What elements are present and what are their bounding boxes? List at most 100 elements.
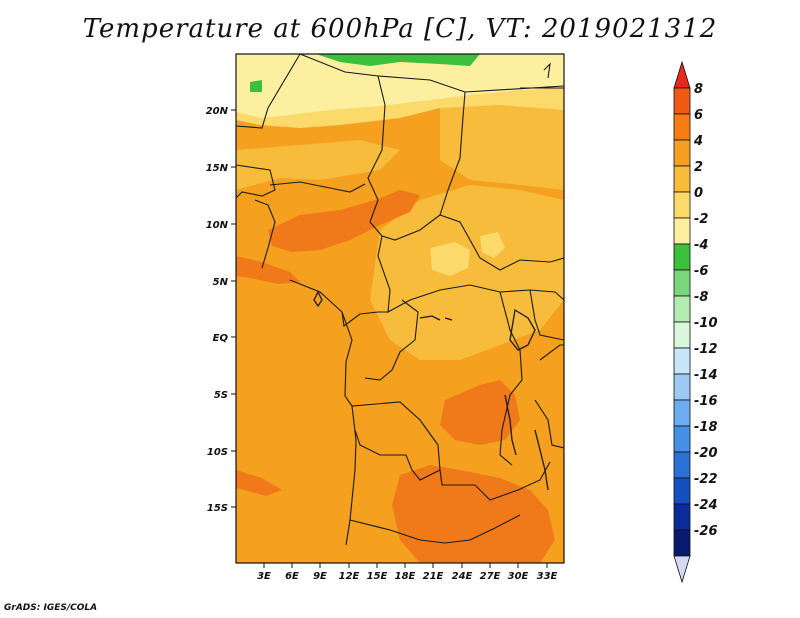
field-0-to-2-north	[236, 140, 400, 190]
lat-tick-label: 10S	[207, 447, 228, 458]
colorbar-top-triangle	[673, 60, 691, 89]
colorbar-swatch	[673, 529, 691, 557]
lake-ripple-b	[444, 317, 453, 321]
border-line-d	[254, 199, 276, 269]
lon-tick-label: 33E	[537, 571, 558, 582]
map-title: Temperature at 600hPa [C], VT: 201902131…	[82, 14, 718, 44]
lon-axis: 3E 6E 9E 12E 15E 18E 21E 24E 27E 30E 33E	[257, 563, 558, 582]
colorbar-swatch	[673, 503, 691, 531]
colorbar-label: 6	[694, 108, 703, 123]
field-4-to-6-west	[236, 470, 282, 496]
lat-axis: 20N 15N 10N 5N EQ 5S 10S 15S	[206, 106, 236, 514]
field-0-to-2-central	[370, 185, 564, 360]
colorbar-label: 8	[694, 82, 703, 97]
border-line-r	[534, 399, 564, 449]
colorbar-label: -12	[694, 342, 718, 357]
colorbar-swatch	[673, 399, 691, 427]
colorbar-label: -24	[694, 498, 718, 513]
lakes	[313, 290, 549, 491]
map-frame	[235, 53, 565, 564]
lon-tick-label: 27E	[480, 571, 501, 582]
colorbar-label: -16	[694, 394, 718, 409]
colorbar-swatch	[673, 217, 691, 245]
border-line-q	[539, 344, 564, 361]
lake-tanganyika	[504, 394, 517, 456]
lon-tick-label: 12E	[339, 571, 360, 582]
lon-tick-label: 15E	[367, 571, 388, 582]
grads-credit: GrADS: IGES/COLA	[4, 603, 98, 613]
colorbar-bottom-triangle	[673, 555, 691, 584]
border-line-b	[236, 164, 276, 199]
lake-victoria	[509, 308, 536, 351]
colorbar-label: -20	[694, 446, 718, 461]
colorbar-swatch	[673, 87, 691, 115]
lake-ripple-a	[419, 315, 441, 321]
colorbar: 8 6 4 2 0 -2 -4 -6 -8 -10 -12 -14 -16 -18 -20 -22 -24 -26	[673, 60, 718, 584]
field-4-to-6-lakes	[440, 380, 520, 445]
lat-tick-label: 10N	[206, 220, 229, 231]
lat-tick-label: 15S	[207, 503, 228, 514]
border-line-m	[439, 461, 551, 501]
border-line-e	[377, 75, 466, 241]
colorbar-swatch	[673, 477, 691, 505]
border-line-j	[341, 311, 441, 481]
field-4-to-6-south	[392, 465, 555, 563]
border-line-g	[439, 214, 564, 271]
colorbar-swatch	[673, 373, 691, 401]
border-line-h	[236, 54, 301, 129]
colorbar-swatch	[673, 295, 691, 323]
field-neg6-to-neg4-b	[250, 80, 262, 92]
lat-tick-label: 15N	[206, 163, 229, 174]
colorbar-label: 0	[694, 186, 703, 201]
colorbar-swatch	[673, 139, 691, 167]
colorbar-swatch	[673, 321, 691, 349]
border-line-o	[529, 289, 564, 341]
border-line-l	[349, 514, 521, 544]
lat-tick-label: 5S	[214, 390, 228, 401]
lat-tick-label: 5N	[213, 277, 229, 288]
colorbar-label: -26	[694, 524, 718, 539]
border-line-p	[364, 299, 419, 381]
colorbar-label: 4	[693, 134, 703, 149]
field-neg4-to-neg2	[236, 54, 564, 118]
colorbar-swatch	[673, 113, 691, 141]
lon-tick-label: 21E	[423, 571, 444, 582]
border-line-c	[269, 181, 366, 193]
colorbar-swatch	[673, 425, 691, 453]
border-line-i	[289, 279, 388, 327]
border-line-k	[345, 405, 357, 546]
border-line-f	[464, 85, 564, 93]
colorbar-swatch	[673, 451, 691, 479]
colorbar-swatch	[673, 191, 691, 219]
colorbar-label: -2	[694, 212, 708, 227]
field-neg2-to-0-island-a	[430, 242, 470, 276]
lon-tick-label: 3E	[257, 571, 271, 582]
country-borders	[236, 54, 564, 546]
colorbar-label: -8	[694, 290, 708, 305]
colorbar-swatch	[673, 347, 691, 375]
border-line-s	[543, 62, 551, 79]
lon-tick-label: 9E	[313, 571, 327, 582]
colorbar-label: -14	[694, 368, 718, 383]
lon-tick-label: 6E	[285, 571, 299, 582]
colorbar-swatch	[673, 269, 691, 297]
colorbar-label: -4	[694, 238, 708, 253]
lat-tick-label: EQ	[213, 333, 229, 344]
lon-tick-label: 30E	[508, 571, 529, 582]
colorbar-label: 2	[694, 160, 703, 175]
colorbar-swatch	[673, 165, 691, 193]
field-neg6-to-neg4-a	[316, 54, 480, 66]
lon-tick-label: 18E	[395, 571, 416, 582]
field-4-to-6-nigeria	[268, 190, 420, 252]
field-0-to-2-northeast	[440, 85, 564, 190]
lat-tick-label: 20N	[206, 106, 229, 117]
colorbar-label: -6	[694, 264, 708, 279]
lon-tick-label: 24E	[452, 571, 473, 582]
field-neg2-to-0-island-b	[480, 232, 505, 258]
colorbar-swatch	[673, 243, 691, 271]
field-4-to-6-coast	[236, 256, 300, 284]
lake-volta	[313, 290, 323, 308]
colorbar-label: -22	[694, 472, 718, 487]
lake-malawi	[534, 429, 549, 491]
